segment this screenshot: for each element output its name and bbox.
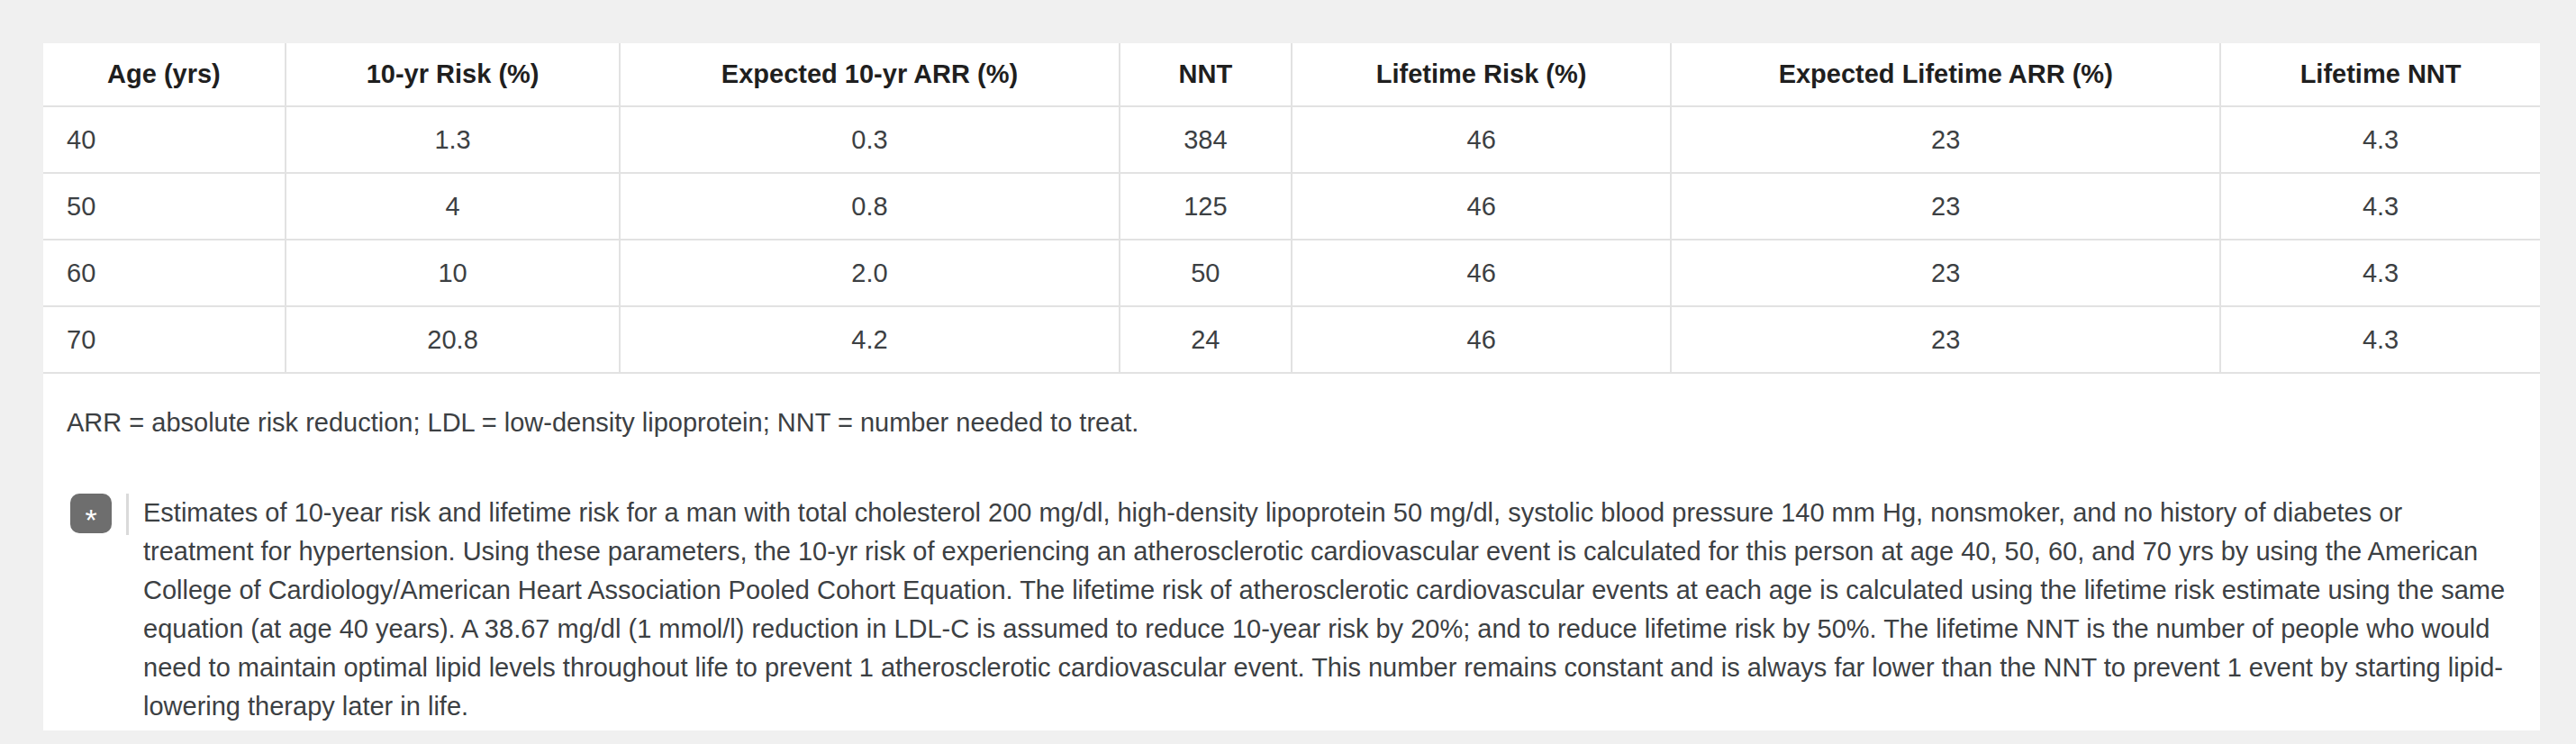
column-header-6: Expected Lifetime ARR (%) — [1671, 43, 2220, 106]
table-row: 7020.84.22446234.3 — [43, 306, 2540, 373]
table-cell: 0.8 — [620, 173, 1119, 240]
table-cell: 4.2 — [620, 306, 1119, 373]
column-header-1: Age (yrs) — [43, 43, 286, 106]
table-cell: 70 — [43, 306, 286, 373]
table-cell: 46 — [1292, 106, 1671, 173]
column-header-3: Expected 10-yr ARR (%) — [620, 43, 1119, 106]
column-header-7: Lifetime NNT — [2220, 43, 2540, 106]
table-cell: 10 — [286, 240, 620, 306]
table-cell: 1.3 — [286, 106, 620, 173]
table-cell: 23 — [1671, 173, 2220, 240]
table-cell: 46 — [1292, 173, 1671, 240]
column-header-4: NNT — [1120, 43, 1292, 106]
table-cell: 4.3 — [2220, 240, 2540, 306]
table-cell: 46 — [1292, 240, 1671, 306]
table-cell: 4 — [286, 173, 620, 240]
column-header-5: Lifetime Risk (%) — [1292, 43, 1671, 106]
table-header-row: Age (yrs)10-yr Risk (%)Expected 10-yr AR… — [43, 43, 2540, 106]
table-cell: 24 — [1120, 306, 1292, 373]
table-cell: 23 — [1671, 306, 2220, 373]
table-cell: 0.3 — [620, 106, 1119, 173]
table-cell: 4.3 — [2220, 173, 2540, 240]
footnote-text: Estimates of 10-year risk and lifetime r… — [143, 494, 2507, 726]
table-row: 60102.05046234.3 — [43, 240, 2540, 306]
table-cell: 4.3 — [2220, 306, 2540, 373]
footnote-divider — [126, 494, 129, 535]
table-cell: 23 — [1671, 240, 2220, 306]
table-cell: 50 — [1120, 240, 1292, 306]
content-panel: Age (yrs)10-yr Risk (%)Expected 10-yr AR… — [43, 43, 2540, 730]
table-row: 5040.812546234.3 — [43, 173, 2540, 240]
abbreviations-note: ARR = absolute risk reduction; LDL = low… — [67, 408, 2540, 438]
table-cell: 46 — [1292, 306, 1671, 373]
table-cell: 60 — [43, 240, 286, 306]
table-cell: 20.8 — [286, 306, 620, 373]
table-row: 401.30.338446234.3 — [43, 106, 2540, 173]
risk-table: Age (yrs)10-yr Risk (%)Expected 10-yr AR… — [43, 43, 2540, 374]
table-cell: 384 — [1120, 106, 1292, 173]
table-cell: 2.0 — [620, 240, 1119, 306]
column-header-2: 10-yr Risk (%) — [286, 43, 620, 106]
asterisk-footnote-badge: * — [70, 494, 112, 533]
table-cell: 23 — [1671, 106, 2220, 173]
table-cell: 40 — [43, 106, 286, 173]
table-footnote: * Estimates of 10-year risk and lifetime… — [70, 494, 2540, 726]
table-cell: 50 — [43, 173, 286, 240]
table-cell: 4.3 — [2220, 106, 2540, 173]
table-cell: 125 — [1120, 173, 1292, 240]
